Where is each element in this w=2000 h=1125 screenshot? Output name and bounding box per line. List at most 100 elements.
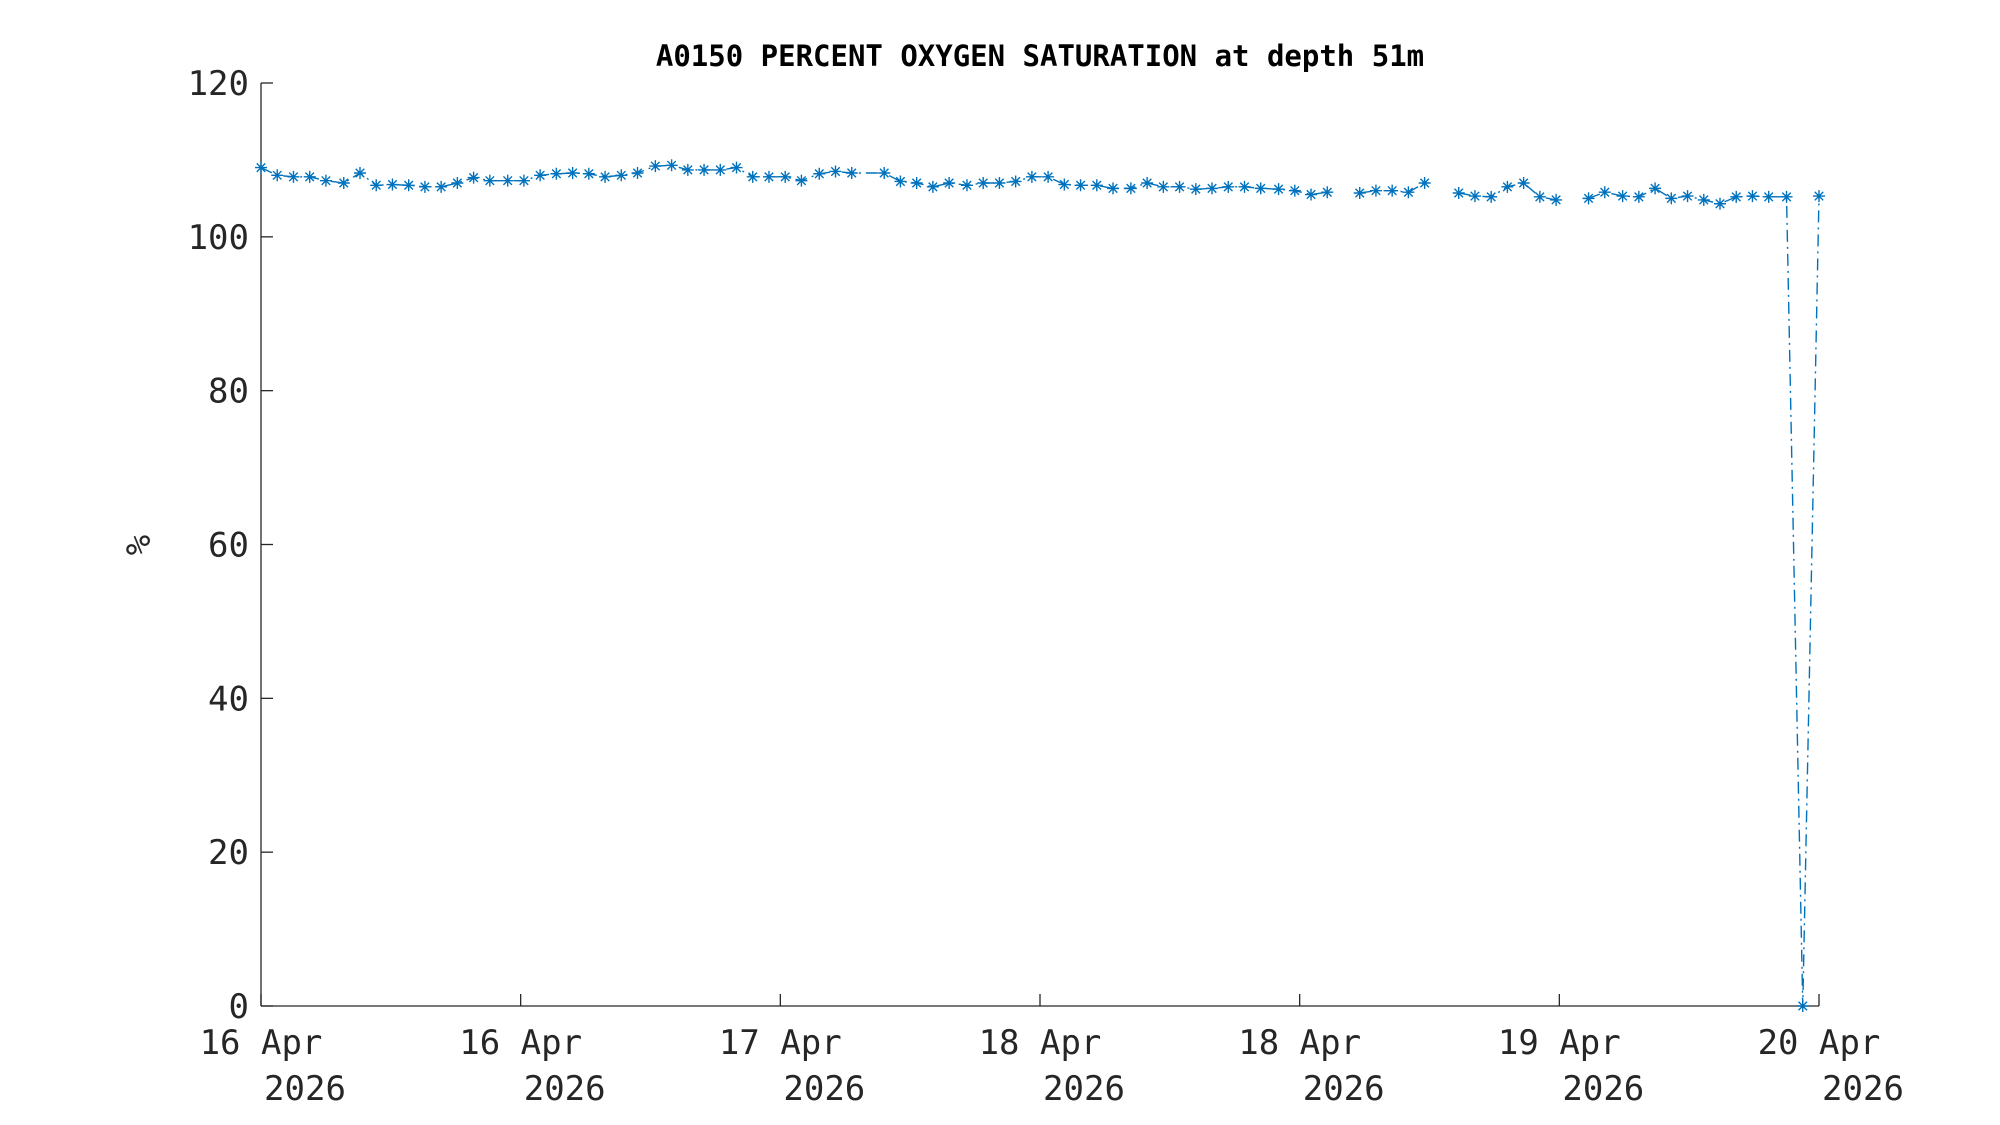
x-tick-label-line: 2026 <box>1043 1069 1125 1109</box>
data-point <box>1141 176 1154 189</box>
data-point <box>698 163 711 176</box>
data-point <box>386 178 399 191</box>
x-tick-label-line: 2026 <box>1822 1069 1904 1109</box>
data-point <box>1762 190 1775 203</box>
data-point <box>665 159 678 172</box>
y-tick-label: 80 <box>208 372 249 412</box>
data-point <box>993 176 1006 189</box>
chart-title: A0150 PERCENT OXYGEN SATURATION at depth… <box>656 39 1424 73</box>
data-point <box>1321 186 1334 199</box>
data-point <box>1353 186 1366 199</box>
x-tick-label-line: 16 Apr <box>459 1023 582 1063</box>
data-point <box>287 170 300 183</box>
data-point <box>599 170 612 183</box>
data-point <box>1550 193 1563 206</box>
data-point <box>319 174 332 187</box>
data-point <box>1780 190 1793 203</box>
data-point <box>483 174 496 187</box>
x-tick-label-line: 19 Apr <box>1498 1023 1621 1063</box>
data-point <box>1598 186 1611 199</box>
x-tick-label-line: 2026 <box>524 1069 606 1109</box>
data-point <box>418 180 431 193</box>
data-point <box>1254 182 1267 195</box>
x-tick-label-line: 2026 <box>1562 1069 1644 1109</box>
data-point <box>1009 175 1022 188</box>
data-point <box>1468 190 1481 203</box>
data-point <box>960 179 973 192</box>
data-point <box>517 174 530 187</box>
data-point <box>1649 182 1662 195</box>
y-axis-label: % <box>119 535 159 555</box>
data-point <box>1074 179 1087 192</box>
data-point <box>631 166 644 179</box>
x-tick-label-line: 18 Apr <box>1238 1023 1361 1063</box>
x-tick-label-line: 2026 <box>1303 1069 1385 1109</box>
data-point <box>910 176 923 189</box>
data-point <box>271 169 284 182</box>
data-point <box>1386 184 1399 197</box>
data-point <box>1206 182 1219 195</box>
x-tick-label: 18 Apr 2026 <box>1238 1023 1384 1109</box>
data-point <box>1452 186 1465 199</box>
data-point <box>977 176 990 189</box>
x-tick-label-line: 18 Apr <box>979 1023 1102 1063</box>
x-tick-label: 18 Apr 2026 <box>979 1023 1125 1109</box>
x-tick-label: 16 Apr 2026 <box>459 1023 605 1109</box>
data-point <box>1665 192 1678 205</box>
data-point <box>926 180 939 193</box>
data-point <box>1124 182 1137 195</box>
data-point <box>1730 190 1743 203</box>
data-point <box>1107 182 1120 195</box>
data-point <box>1189 183 1202 196</box>
data-point <box>1813 190 1825 203</box>
data-point <box>779 170 792 183</box>
data-point <box>435 180 448 193</box>
data-point <box>582 167 595 180</box>
data-point <box>1582 192 1595 205</box>
data-point <box>845 166 858 179</box>
x-tick-label: 17 Apr 2026 <box>719 1023 865 1109</box>
data-point <box>1402 186 1415 199</box>
data-point <box>1157 180 1170 193</box>
data-point <box>714 163 727 176</box>
data-point <box>1418 176 1431 189</box>
data-point <box>1025 170 1038 183</box>
data-point <box>829 165 842 178</box>
y-tick-label: 100 <box>188 218 249 258</box>
data-point <box>1272 183 1285 196</box>
data-point <box>1796 1000 1809 1012</box>
data-point <box>615 169 628 182</box>
data-point <box>451 176 464 189</box>
data-point <box>1042 170 1055 183</box>
x-tick-label: 20 Apr 2026 <box>1758 1023 1904 1109</box>
series-line <box>260 164 1820 1007</box>
data-point <box>255 161 267 174</box>
data-point <box>1746 190 1759 203</box>
data-point <box>943 176 956 189</box>
data-point <box>1517 176 1530 189</box>
data-point <box>1533 190 1546 203</box>
data-point <box>1501 180 1514 193</box>
x-tick-label-line: 20 Apr <box>1758 1023 1881 1063</box>
x-tick-label-line: 2026 <box>783 1069 865 1109</box>
data-point <box>1288 184 1301 197</box>
x-tick-label: 19 Apr 2026 <box>1498 1023 1644 1109</box>
data-point <box>1697 193 1710 206</box>
data-point <box>1714 197 1726 210</box>
data-point <box>1222 180 1235 193</box>
data-point <box>534 169 547 182</box>
y-tick-label: 0 <box>229 987 249 1027</box>
x-tick-label-line: 17 Apr <box>719 1023 842 1063</box>
data-point <box>501 174 514 187</box>
data-point <box>1173 180 1186 193</box>
data-point <box>795 174 808 187</box>
data-point <box>1485 190 1498 203</box>
data-point <box>1616 190 1629 203</box>
y-tick-label: 20 <box>208 833 249 873</box>
y-tick-label: 60 <box>208 526 249 566</box>
data-point <box>730 161 743 174</box>
data-point <box>337 176 350 189</box>
data-point <box>566 166 579 179</box>
data-point <box>894 175 907 188</box>
